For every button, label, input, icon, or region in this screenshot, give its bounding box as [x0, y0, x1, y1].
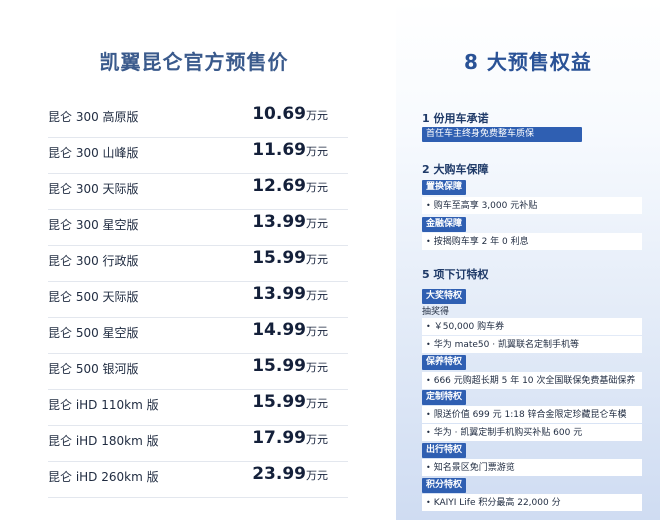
model-price: 11.69万元 — [252, 140, 328, 160]
model-name: 昆仑 300 山峰版 — [48, 146, 139, 160]
model-name: 昆仑 300 天际版 — [48, 182, 139, 196]
model-name: 昆仑 300 高原版 — [48, 110, 139, 124]
model-price: 13.99万元 — [252, 284, 328, 304]
lottery-note: 抽奖得 — [422, 307, 450, 317]
model-price: 17.99万元 — [252, 428, 328, 448]
benefit-item: • ￥50,000 购车券 — [422, 318, 642, 335]
price-row: 昆仑 300 天际版 12.69万元 — [48, 174, 348, 210]
model-price: 12.69万元 — [252, 176, 328, 196]
benefit-item: • 按揭购车享 2 年 0 利息 — [422, 233, 642, 250]
price-row: 昆仑 500 天际版 13.99万元 — [48, 282, 348, 318]
model-price: 15.99万元 — [252, 356, 328, 376]
model-price: 13.99万元 — [252, 212, 328, 232]
tag-points: 积分特权 — [422, 478, 467, 493]
tag-maintenance: 保养特权 — [422, 355, 467, 370]
model-name: 昆仑 300 星空版 — [48, 218, 139, 232]
model-price: 10.69万元 — [252, 104, 328, 124]
price-row: 昆仑 iHD 180km 版 17.99万元 — [48, 426, 348, 462]
presale-benefits-panel: 8 大预售权益 1 份用车承诺 首任车主终身免费整车质保 2 大购车保障 置换保… — [396, 0, 660, 520]
section-heading-commitment: 1 份用车承诺 — [422, 112, 489, 125]
price-row: 昆仑 300 山峰版 11.69万元 — [48, 138, 348, 174]
price-list: 昆仑 300 高原版 10.69万元 昆仑 300 山峰版 11.69万元 昆仑… — [48, 102, 348, 498]
model-price: 14.99万元 — [252, 320, 328, 340]
benefit-item: • 知名景区免门票游览 — [422, 459, 642, 476]
benefit-item: • 666 元购超长期 5 年 10 次全国联保免费基础保养 — [422, 372, 642, 389]
warranty-banner: 首任车主终身免费整车质保 — [422, 127, 582, 142]
tag-custom: 定制特权 — [422, 390, 467, 405]
model-price: 15.99万元 — [252, 392, 328, 412]
tag-lottery: 大奖特权 — [422, 289, 467, 304]
model-price: 23.99万元 — [252, 464, 328, 484]
model-name: 昆仑 iHD 110km 版 — [48, 398, 159, 412]
tag-travel: 出行特权 — [422, 443, 467, 458]
benefit-item: • 华为 mate50 · 凯翼联名定制手机等 — [422, 336, 642, 353]
benefit-item: • 购车至高享 3,000 元补贴 — [422, 197, 642, 214]
model-name: 昆仑 500 星空版 — [48, 326, 139, 340]
section-heading-privileges: 5 项下订特权 — [422, 268, 489, 281]
benefit-item: • 限送价值 699 元 1:18 锌合金限定珍藏昆仑车模 — [422, 406, 642, 423]
tag-finance: 金融保障 — [422, 217, 467, 232]
model-name: 昆仑 500 天际版 — [48, 290, 139, 304]
presale-price-panel: 凯翼昆仑官方预售价 昆仑 300 高原版 10.69万元 昆仑 300 山峰版 … — [48, 50, 348, 498]
model-name: 昆仑 300 行政版 — [48, 254, 139, 268]
price-row: 昆仑 500 星空版 14.99万元 — [48, 318, 348, 354]
price-row: 昆仑 300 高原版 10.69万元 — [48, 102, 348, 138]
price-row: 昆仑 iHD 260km 版 23.99万元 — [48, 462, 348, 498]
price-panel-title: 凯翼昆仑官方预售价 — [99, 50, 289, 74]
benefits-panel-title: 8 大预售权益 — [464, 50, 592, 74]
benefit-item: • 华为 · 凯翼定制手机购买补贴 600 元 — [422, 424, 642, 441]
benefit-item: • KAIYI Life 积分最高 22,000 分 — [422, 494, 642, 511]
model-name: 昆仑 iHD 260km 版 — [48, 470, 159, 484]
price-row: 昆仑 500 银河版 15.99万元 — [48, 354, 348, 390]
tag-trade-in: 置换保障 — [422, 180, 467, 195]
price-row: 昆仑 300 星空版 13.99万元 — [48, 210, 348, 246]
price-row: 昆仑 iHD 110km 版 15.99万元 — [48, 390, 348, 426]
section-heading-guarantee: 2 大购车保障 — [422, 163, 489, 176]
model-price: 15.99万元 — [252, 248, 328, 268]
model-name: 昆仑 500 银河版 — [48, 362, 139, 376]
model-name: 昆仑 iHD 180km 版 — [48, 434, 159, 448]
price-row: 昆仑 300 行政版 15.99万元 — [48, 246, 348, 282]
